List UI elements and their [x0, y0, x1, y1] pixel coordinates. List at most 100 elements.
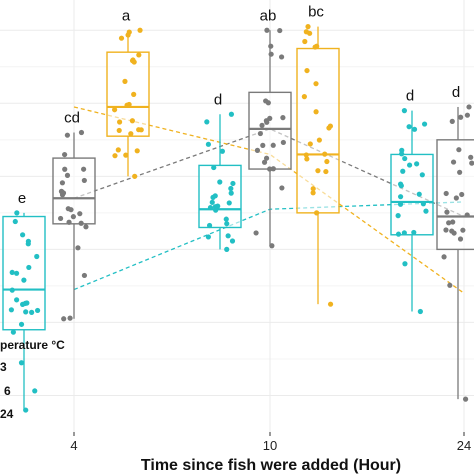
grey-10h-point [280, 139, 286, 146]
grey-10h-point [253, 230, 259, 236]
grey-10h-point [263, 155, 270, 161]
teal-4h-point [10, 329, 16, 335]
grey-4h-point [83, 224, 89, 230]
grey-24h-point [441, 254, 447, 260]
grey-4h-point [77, 211, 83, 217]
teal-4h-point [25, 241, 31, 247]
teal-24h-point [397, 194, 404, 200]
legend-entry-3: 24 [0, 407, 14, 421]
grey-4h-point [78, 129, 85, 136]
grey-4h-point [67, 315, 73, 321]
teal-10h-point [228, 111, 235, 117]
teal-4h-point [18, 360, 25, 366]
grey-24h-point [468, 154, 474, 160]
teal-24h-point [402, 155, 408, 162]
teal-10h-point [204, 119, 210, 125]
grey-10h-point [269, 243, 275, 249]
gold-4h-point [132, 173, 138, 179]
grey-10h-point [278, 54, 285, 60]
teal-10h-point [225, 233, 231, 239]
grey-4h-point [65, 206, 71, 212]
grey-10h-point [267, 166, 273, 172]
gold-4h-point [131, 91, 137, 97]
gold-4h-point [116, 127, 122, 134]
grey-10h-point [270, 166, 276, 172]
teal-4h-point [12, 218, 18, 225]
grey-4h-point [78, 220, 84, 226]
grey-24h-point [466, 104, 472, 110]
teal-24h-point [416, 191, 422, 197]
grey-10h-point [260, 142, 266, 148]
gold-10h-box [296, 47, 340, 214]
gold-10h-point [304, 67, 310, 74]
gold-10h-point [322, 151, 328, 157]
gold-10h-point [310, 190, 316, 196]
grey-24h-point [447, 282, 453, 288]
gold-4h-point [137, 27, 143, 33]
gold-4h-point [112, 153, 118, 159]
teal-4h-point [32, 388, 38, 394]
gold-10h-point [313, 81, 319, 87]
grey-24h-point [446, 220, 452, 226]
gold-10h-point [313, 109, 319, 115]
grey-24h-point [464, 212, 470, 218]
teal-24h-point [397, 201, 404, 207]
legend-entry-1: 3 [0, 360, 7, 374]
teal-4h-point [21, 277, 27, 283]
grey-24h-point [456, 147, 462, 153]
gold-10h-point [305, 24, 311, 30]
gold-10h-point [323, 168, 329, 175]
teal-10h-point [228, 190, 234, 196]
gold-10h-point [307, 141, 313, 147]
teal-24h-point [421, 121, 428, 127]
grey-10h-point [277, 27, 283, 34]
teal-10h-point [205, 234, 211, 240]
grey-24h-point [449, 228, 455, 234]
grey-10h-point [268, 43, 274, 49]
teal-24h-box [390, 153, 434, 236]
grey-10h-point [280, 115, 286, 121]
teal-4h-point [23, 309, 29, 315]
teal-4h-point [18, 321, 25, 327]
jitter-points [8, 24, 474, 413]
grey-10h-letter: ab [260, 7, 277, 24]
teal-24h-point [401, 108, 408, 114]
teal-10h-point [207, 204, 214, 211]
gold-4h-point [129, 118, 136, 124]
gold-10h-point [302, 38, 308, 45]
grey-10h-point [264, 27, 270, 33]
grey-24h-point [453, 195, 459, 201]
grey-4h-point [75, 245, 81, 251]
teal-24h-letter: d [406, 88, 414, 105]
gold-10h-point [314, 210, 320, 216]
grey-24h-point [458, 114, 464, 120]
gold-10h-point [316, 137, 322, 143]
grey-10h-point [270, 142, 276, 148]
teal-4h-letter: e [18, 190, 26, 207]
teal-24h-point [414, 161, 420, 167]
gold-10h-letter: bc [308, 4, 324, 21]
teal-10h-point [226, 200, 232, 206]
grey-4h-point [59, 180, 66, 186]
grey-24h-point [459, 191, 465, 198]
teal-10h-point [209, 199, 215, 205]
teal-24h-point [395, 231, 402, 237]
gold-10h-point [304, 156, 310, 162]
teal-24h-point [411, 126, 418, 132]
teal-4h-point [29, 309, 35, 315]
gold-4h-letter: a [122, 7, 131, 24]
grey-24h-point [457, 169, 463, 175]
grey-4h-point [81, 166, 87, 172]
gold-4h-point [112, 107, 118, 113]
grey-24h-point [443, 190, 449, 197]
teal-10h-point [206, 222, 213, 229]
grey-24h-point [464, 112, 470, 118]
grey-4h-point [62, 166, 68, 172]
group-letters: e cd a d ab bc d d [18, 4, 460, 207]
grey-24h-point [449, 118, 455, 124]
grey-24h-point [462, 396, 469, 402]
grey-4h-point [59, 189, 65, 195]
grey-10h-point [263, 118, 269, 124]
teal-24h-point [419, 172, 425, 178]
